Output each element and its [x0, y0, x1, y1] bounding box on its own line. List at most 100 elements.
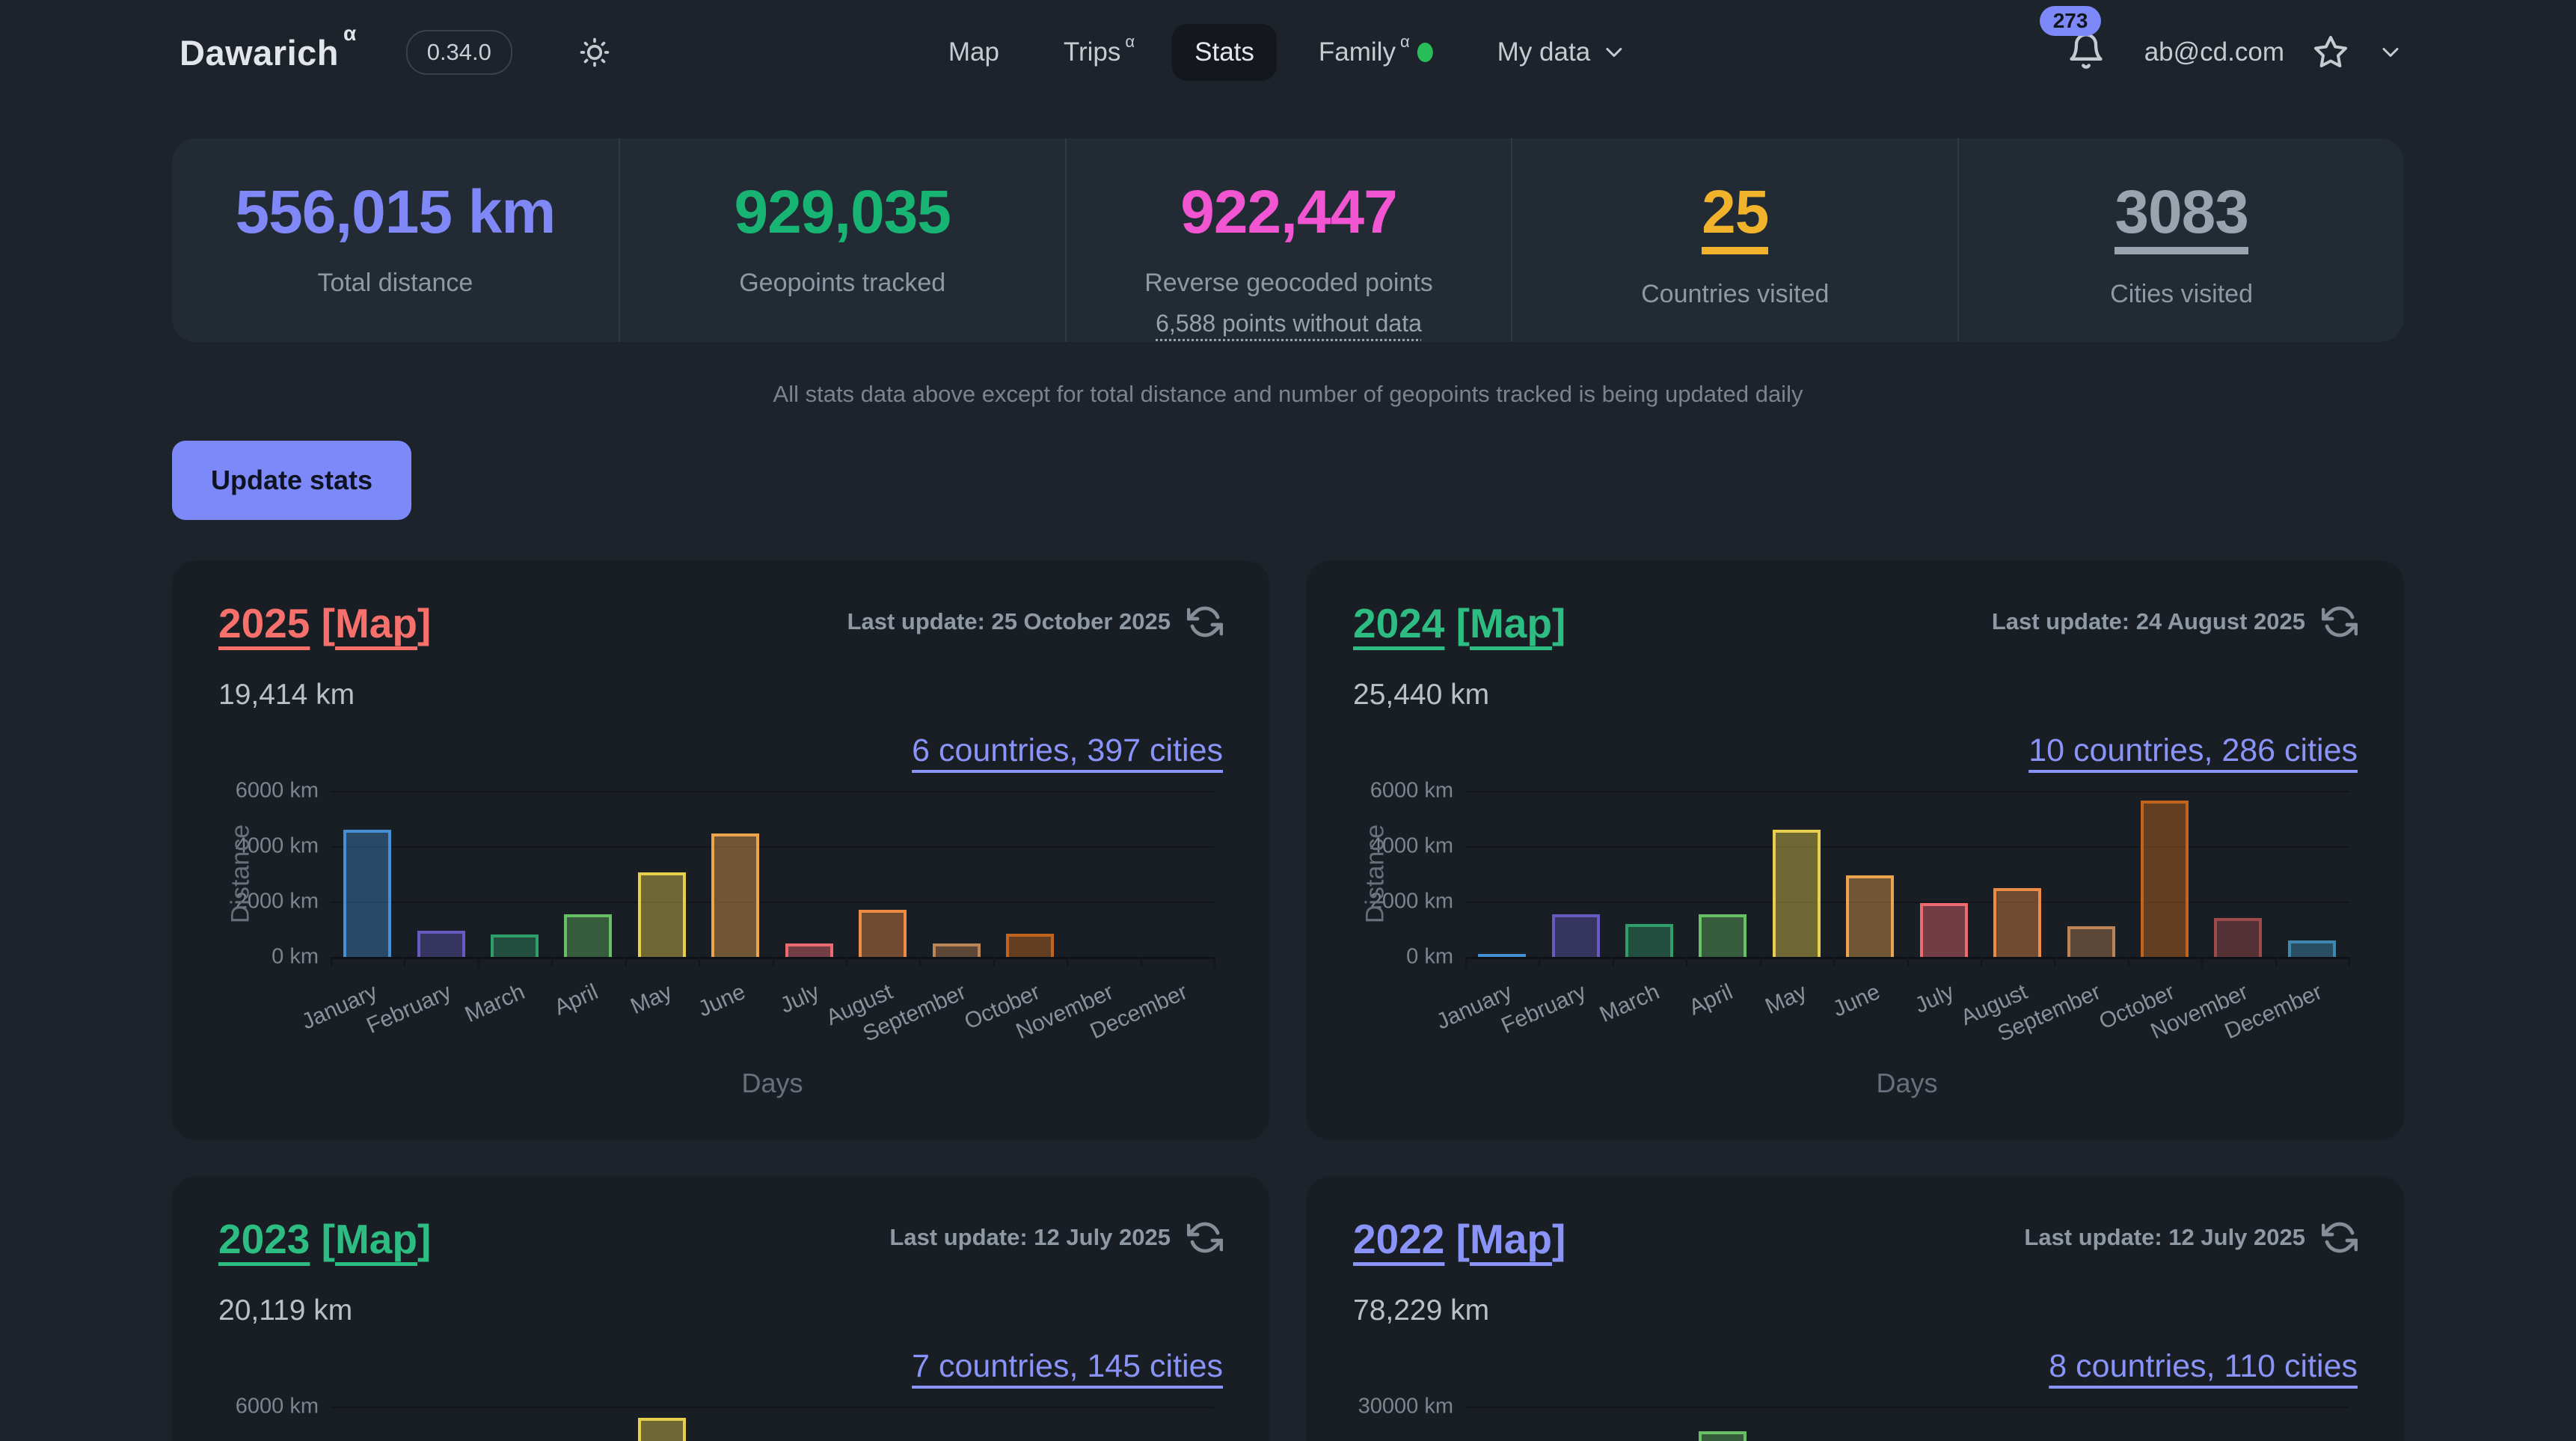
last-update-text: Last update: 12 July 2025	[889, 1224, 1171, 1250]
year-link[interactable]: 2022	[1353, 1216, 1445, 1262]
year-card-2022: 2022 [Map] Last update: 12 July 2025 78,…	[1307, 1176, 2404, 1441]
refresh-button[interactable]	[2322, 604, 2358, 640]
bar-september[interactable]	[932, 943, 981, 957]
map-link[interactable]: Map	[1469, 600, 1552, 646]
bar-september[interactable]	[2067, 926, 2115, 957]
nav-item-trips[interactable]: Trips α	[1063, 32, 1135, 67]
stat-total-distance: 556,015 km Total distance	[172, 138, 619, 342]
bar-august[interactable]	[1993, 887, 2042, 957]
y-axis-tick-label: 2000 km	[235, 889, 319, 914]
bar-july[interactable]	[785, 943, 833, 957]
alpha-badge: α	[343, 21, 357, 45]
bar-june[interactable]	[711, 833, 760, 957]
bar-may[interactable]	[637, 1417, 686, 1441]
bar-may[interactable]	[637, 872, 686, 957]
y-axis-tick-label: 6000 km	[235, 1394, 319, 1419]
year-link[interactable]: 2025	[218, 600, 310, 646]
refresh-button[interactable]	[1187, 1220, 1223, 1255]
refresh-icon	[2322, 606, 2358, 637]
stat-geopoints-tracked: 929,035 Geopoints tracked	[618, 138, 1065, 342]
x-axis-tick	[1214, 957, 1215, 967]
gridline	[331, 902, 1214, 903]
x-axis-tick	[772, 957, 774, 967]
y-axis-tick-label: 4000 km	[1370, 833, 1453, 858]
card-header: 2024 [Map] Last update: 24 August 2025	[1353, 599, 2358, 647]
countries-cities-link[interactable]: 10 countries, 286 cities	[2028, 732, 2358, 768]
year-link[interactable]: 2024	[1353, 600, 1445, 646]
year-cards-grid: 2025 [Map] Last update: 25 October 2025 …	[172, 560, 2404, 1441]
refresh-icon	[1187, 1222, 1223, 1253]
stat-label: Countries visited	[1641, 280, 1830, 308]
x-axis-tick	[1539, 957, 1541, 967]
x-axis-tick	[699, 957, 701, 967]
chevron-down-icon	[1601, 39, 1628, 66]
countries-visited-link[interactable]: 25	[1702, 182, 1769, 254]
bar-march[interactable]	[1625, 923, 1674, 957]
bar-april[interactable]	[1699, 914, 1747, 957]
nav-item-map[interactable]: Map	[948, 37, 999, 67]
bar-may[interactable]	[1772, 829, 1821, 957]
map-link[interactable]: Map	[334, 1216, 417, 1262]
year-link[interactable]: 2023	[218, 1216, 310, 1262]
bar-april[interactable]	[564, 914, 613, 957]
favorites-button[interactable]	[2313, 34, 2349, 70]
countries-cities-link[interactable]: 7 countries, 145 cities	[912, 1348, 1223, 1384]
bar-july[interactable]	[1919, 902, 1968, 957]
actions-row: Update stats	[172, 441, 2404, 520]
theme-toggle-button[interactable]	[578, 36, 611, 69]
gridline	[331, 791, 1214, 792]
user-menu-chevron[interactable]	[2377, 39, 2404, 66]
star-icon	[2314, 36, 2347, 68]
year-distance: 25,440 km	[1353, 679, 1490, 711]
nav-item-stats[interactable]: Stats	[1172, 24, 1277, 81]
notifications-button[interactable]: 273	[2039, 5, 2106, 74]
bar-march[interactable]	[491, 934, 539, 957]
version-badge: 0.34.0	[405, 30, 512, 75]
stat-value: 929,035	[734, 178, 951, 246]
bar-april[interactable]	[1699, 1431, 1747, 1441]
map-link[interactable]: Map	[334, 600, 417, 646]
bar-june[interactable]	[1846, 875, 1895, 957]
bar-january[interactable]	[343, 829, 392, 957]
x-axis-tick	[919, 957, 921, 967]
map-link[interactable]: Map	[1469, 1216, 1552, 1262]
bar-february[interactable]	[417, 930, 465, 957]
alpha-badge: α	[1399, 32, 1410, 51]
year-card-2024: 2024 [Map] Last update: 24 August 2025 2…	[1307, 560, 2404, 1140]
y-axis-title: Distance	[1361, 824, 1390, 924]
alpha-badge: α	[1125, 32, 1135, 51]
app-logo[interactable]: Dawarich α	[180, 22, 356, 73]
nav-item-family[interactable]: Family α	[1296, 24, 1456, 81]
bar-february[interactable]	[1551, 914, 1600, 957]
bar-august[interactable]	[859, 910, 907, 957]
countries-cities-link[interactable]: 8 countries, 110 cities	[2049, 1348, 2358, 1384]
points-without-data-link[interactable]: 6,588 points without data	[1156, 310, 1422, 337]
x-axis-tick	[2275, 957, 2277, 967]
card-header: 2023 [Map] Last update: 12 July 2025	[218, 1215, 1223, 1263]
nav-item-my-data[interactable]: My data	[1475, 24, 1651, 81]
month-label-june: June	[694, 979, 749, 1022]
countries-cities-link[interactable]: 6 countries, 397 cities	[912, 732, 1223, 768]
x-axis-tick	[993, 957, 995, 967]
bell-icon	[2070, 32, 2103, 69]
update-stats-button[interactable]: Update stats	[172, 441, 412, 520]
bar-november[interactable]	[2214, 918, 2263, 957]
last-update: Last update: 25 October 2025	[847, 604, 1223, 640]
x-axis-tick	[1465, 957, 1467, 967]
stat-value: 556,015 km	[235, 178, 556, 246]
sun-icon	[580, 37, 610, 67]
stat-cities-visited: 3083 Cities visited	[1957, 138, 2404, 342]
refresh-button[interactable]	[1187, 604, 1223, 640]
user-email[interactable]: ab@cd.com	[2144, 37, 2284, 67]
bar-october[interactable]	[1005, 933, 1054, 957]
cities-visited-link[interactable]: 3083	[2115, 182, 2249, 254]
x-axis-tick	[1759, 957, 1761, 967]
bar-december[interactable]	[2287, 940, 2336, 957]
month-label-march: March	[1595, 979, 1663, 1028]
notifications-count-badge: 273	[2039, 5, 2102, 36]
x-axis-title: Days	[741, 1068, 803, 1098]
bar-october[interactable]	[2140, 800, 2189, 957]
year-card-2023: 2023 [Map] Last update: 12 July 2025 20,…	[172, 1176, 1269, 1441]
refresh-button[interactable]	[2322, 1220, 2358, 1255]
bar-january[interactable]	[1478, 954, 1527, 958]
